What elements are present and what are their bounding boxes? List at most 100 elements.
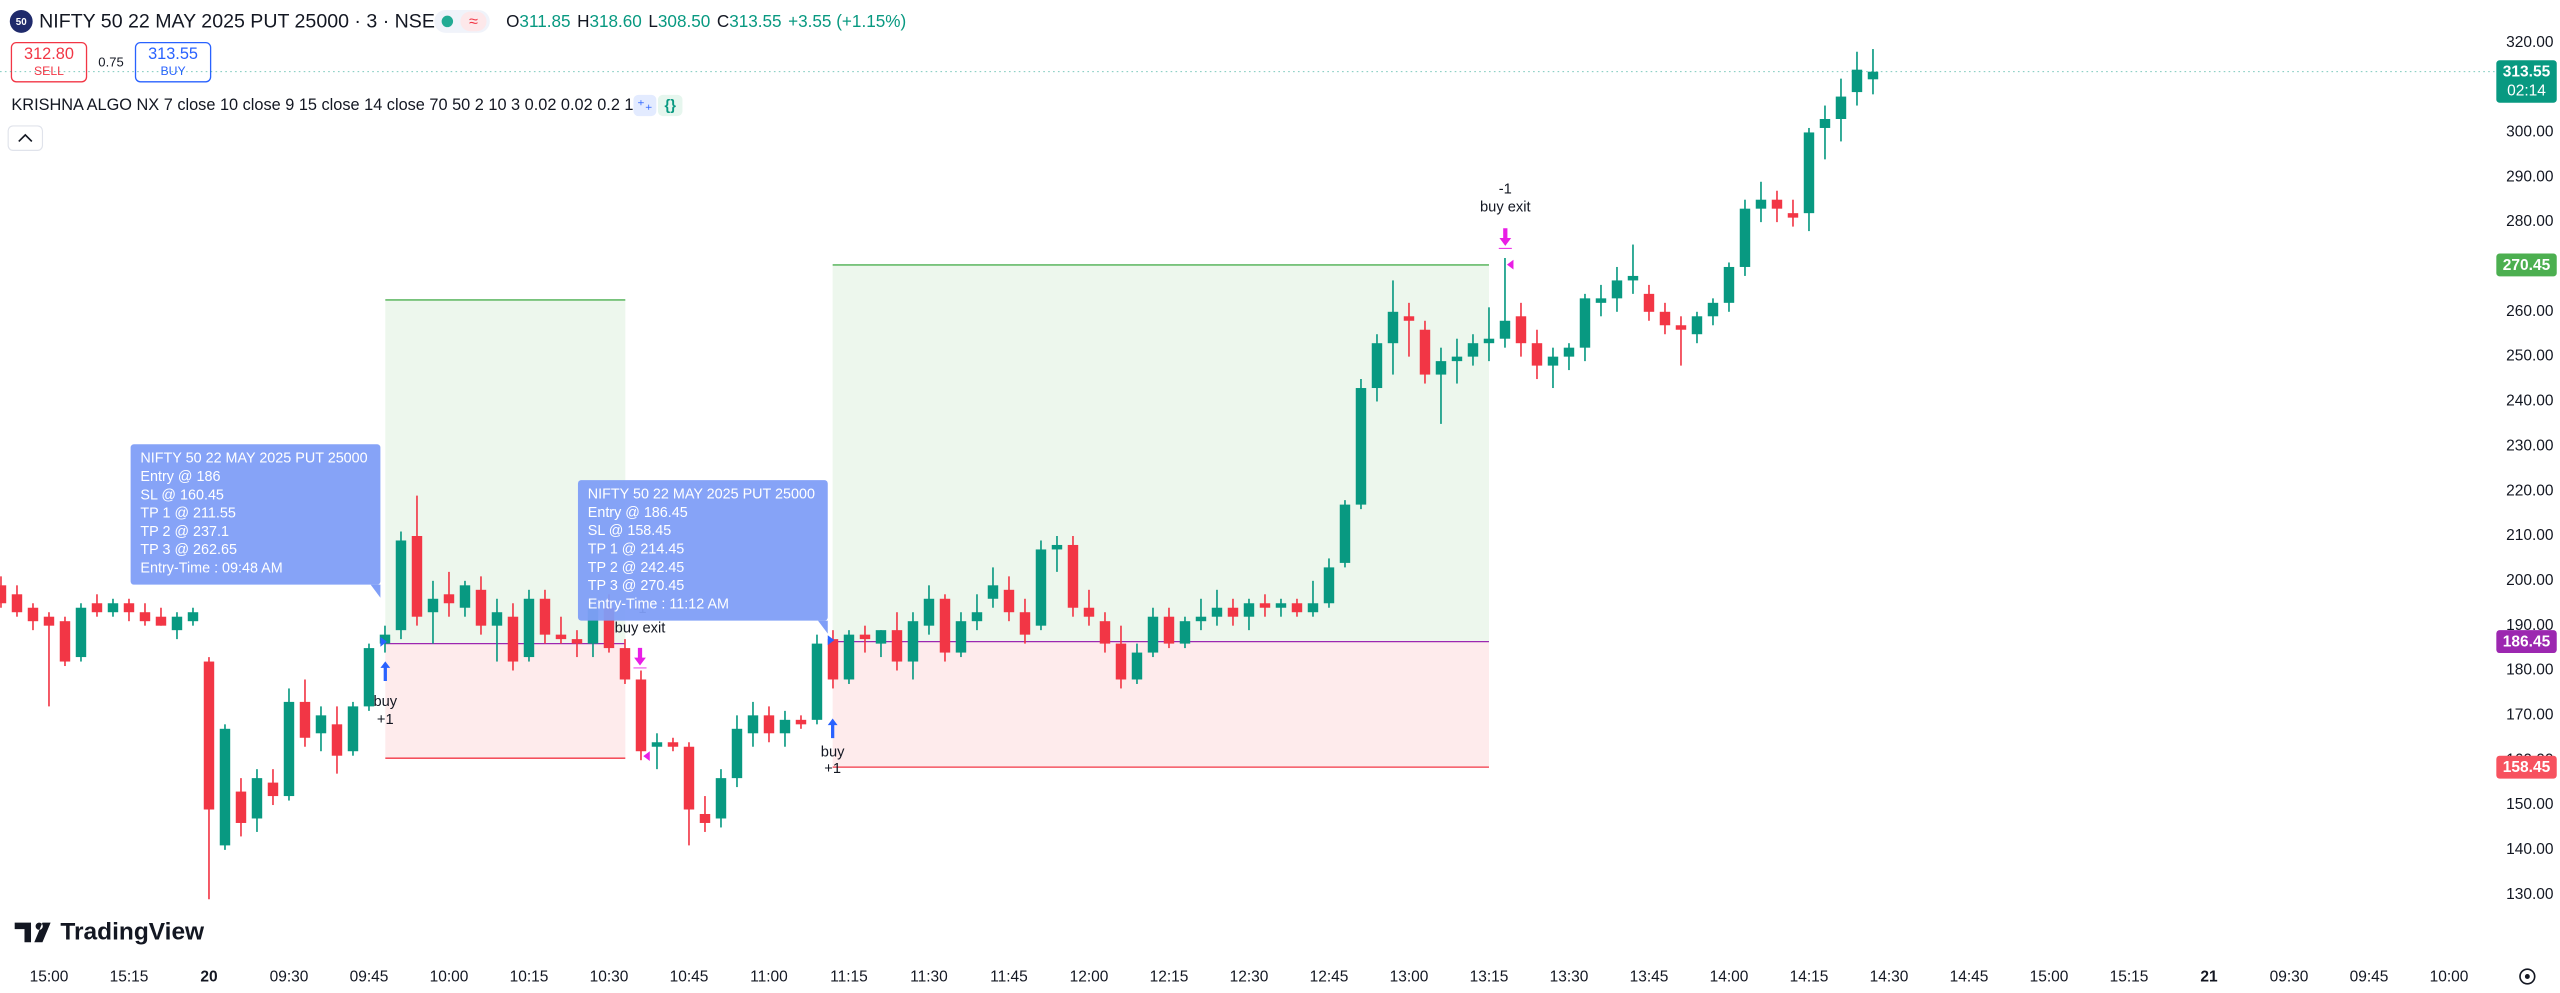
x-tick-label: 09:45: [2350, 968, 2389, 985]
candle-body: [1227, 607, 1239, 617]
y-tick-label: 130.00: [2506, 886, 2554, 903]
price-label-bg: [2496, 630, 2557, 654]
x-tick-label: 13:15: [1470, 968, 1509, 985]
candle-body: [1323, 567, 1335, 604]
ohlc-label: H: [577, 11, 589, 31]
candle-body: [1339, 504, 1351, 563]
exit-flag: [1506, 259, 1514, 270]
candle-body: [363, 648, 375, 707]
candle-body: [1467, 343, 1479, 357]
marker-qty: -1: [1499, 181, 1512, 197]
candle-body: [1579, 298, 1591, 348]
candle-body: [251, 778, 263, 819]
candle-body: [443, 594, 455, 604]
candle-body: [827, 639, 839, 680]
candle-body: [1787, 213, 1799, 218]
x-tick-label: 20: [200, 968, 217, 985]
candle-body: [1499, 320, 1511, 339]
marker-label: buy: [821, 745, 845, 761]
candle-body: [683, 746, 695, 810]
candle-body: [1099, 621, 1111, 644]
candle-body: [1307, 603, 1319, 613]
candle-body: [315, 715, 327, 734]
candle-body: [1851, 69, 1863, 93]
tooltip-line: TP 1 @ 214.45: [588, 542, 685, 558]
buy-arrow: [380, 661, 391, 681]
candle-body: [1547, 356, 1559, 366]
candle-body: [459, 585, 471, 608]
x-tick-label: 09:30: [2270, 968, 2309, 985]
candle-body: [507, 616, 519, 662]
candle-body: [1019, 612, 1031, 635]
candle-body: [1051, 544, 1063, 550]
tooltip-box: [130, 444, 381, 585]
y-tick-label: 300.00: [2506, 124, 2554, 141]
candle-body: [699, 813, 711, 823]
candle-body: [139, 612, 151, 622]
tooltip-line: TP 3 @ 262.65: [140, 542, 237, 558]
x-tick-label: 15:00: [2030, 968, 2069, 985]
candle-body: [539, 598, 551, 635]
price-label: 186.45: [2503, 634, 2551, 651]
candle-body: [891, 630, 903, 662]
x-tick-label: 10:45: [670, 968, 709, 985]
indicator-icon[interactable]: [633, 94, 657, 117]
source-icon[interactable]: [657, 94, 683, 117]
candle-body: [859, 634, 871, 640]
price-label-bg: [2496, 755, 2557, 779]
x-tick-label: 10:00: [2430, 968, 2469, 985]
candle-body: [939, 598, 951, 653]
settings-button[interactable]: [2519, 968, 2536, 985]
candle-body: [1387, 311, 1399, 344]
x-tick-label: 11:45: [990, 968, 1028, 985]
exit-arrow: [1498, 228, 1512, 249]
candle-body: [59, 621, 71, 662]
candle-body: [1755, 199, 1767, 209]
candle-body: [635, 679, 647, 752]
candle-body: [1355, 388, 1367, 505]
candle-body: [907, 621, 919, 662]
candle-body: [475, 589, 487, 626]
ohlc-value: 313.55: [729, 11, 781, 31]
candle-body: [1067, 544, 1079, 608]
y-tick-label: 190.00: [2506, 617, 2554, 634]
price-axis-bg: [2494, 0, 2560, 961]
y-tick-label: 150.00: [2506, 796, 2554, 813]
x-tick-label: 15:15: [110, 968, 149, 985]
tooltip-line: SL @ 158.45: [588, 523, 672, 539]
indicator-icon-glyph: ⁺₊: [637, 98, 653, 114]
candle-body: [1179, 621, 1191, 644]
x-tick-label: 14:45: [1950, 968, 1989, 985]
candle-body: [1563, 347, 1575, 357]
x-tick-label: 10:30: [590, 968, 629, 985]
y-tick-label: 220.00: [2506, 482, 2554, 499]
tooltip-line: TP 2 @ 242.45: [588, 560, 685, 576]
candle-body: [987, 585, 999, 599]
candle-body: [1163, 616, 1175, 644]
symbol-logo: [9, 9, 33, 33]
marker-qty: +1: [824, 761, 841, 777]
tooltip-box: [577, 480, 828, 621]
y-tick-label: 320.00: [2506, 34, 2554, 51]
marker-label: buy exit: [1480, 199, 1531, 215]
market-status: [441, 15, 454, 28]
symbol-title[interactable]: NIFTY 50 22 MAY 2025 PUT 25000 · 3 · NSE: [39, 10, 435, 32]
candle-body: [1275, 603, 1287, 608]
marker-qty: +1: [377, 712, 394, 728]
candle-body: [731, 728, 743, 779]
candle-body: [1115, 643, 1127, 680]
collapse-button[interactable]: [7, 125, 44, 151]
source-icon-glyph: {}: [664, 98, 676, 114]
candle-body: [1803, 132, 1815, 214]
spread: 0.75: [98, 54, 123, 69]
candle-body: [11, 594, 23, 613]
indicator-name[interactable]: KRISHNA ALGO NX 7 close 10 close 9 15 cl…: [11, 96, 633, 114]
ohlc-value: 308.50: [658, 11, 710, 31]
candle-body: [203, 661, 215, 810]
y-tick-label: 240.00: [2506, 393, 2554, 410]
candle-body: [1723, 266, 1735, 303]
candle-body: [795, 719, 807, 725]
tooltip-line: TP 1 @ 211.55: [140, 506, 235, 522]
candle-body: [1691, 316, 1703, 335]
